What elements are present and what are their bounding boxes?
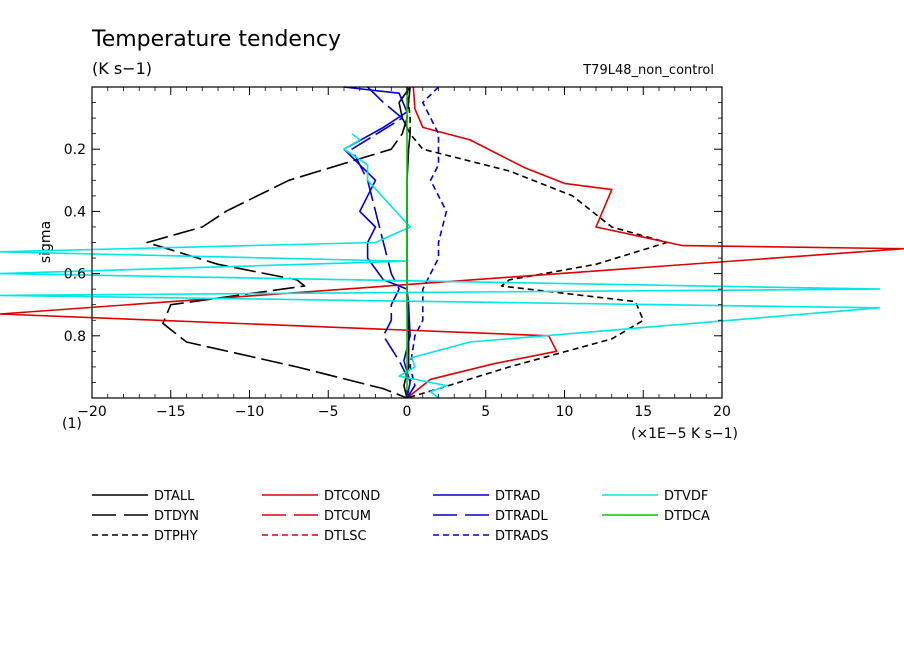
x-tick-label: −20 bbox=[77, 404, 107, 420]
series-line-dtphy bbox=[406, 86, 668, 399]
x-tick-label: 0 bbox=[403, 404, 412, 420]
x-tick-label: −15 bbox=[156, 404, 186, 420]
x-tick-label: 15 bbox=[634, 404, 652, 420]
series-line-dtrads bbox=[406, 86, 448, 399]
series-line-dtcond bbox=[0, 86, 904, 399]
legend-label-dtcum: DTCUM bbox=[324, 509, 371, 524]
x-tick-label: −10 bbox=[235, 404, 265, 420]
legend-label-dtradl: DTRADL bbox=[495, 509, 548, 524]
legend-label-dtphy: DTPHY bbox=[154, 529, 198, 544]
y-tick-label: 0.4 bbox=[64, 204, 86, 220]
y-tick-label: 0.8 bbox=[64, 329, 86, 345]
legend-label-dtrads: DTRADS bbox=[495, 529, 549, 544]
series-line-dtdyn bbox=[146, 86, 411, 399]
run-label: T79L48_non_control bbox=[582, 63, 714, 78]
legend-label-dtlsc: DTLSC bbox=[324, 529, 367, 544]
legend-label-dtall: DTALL bbox=[154, 489, 195, 504]
y-tick-label: 0.6 bbox=[64, 267, 86, 283]
legend-label-dtdyn: DTDYN bbox=[154, 509, 199, 524]
series-line-dtvdf bbox=[0, 133, 881, 399]
legend-label-dtcond: DTCOND bbox=[324, 489, 380, 504]
legend-label-dtdca: DTDCA bbox=[664, 509, 710, 524]
x-tick-label: 10 bbox=[556, 404, 574, 420]
y-axis-label: sigma bbox=[38, 221, 54, 263]
legend: DTALL DTDYN DTPHY DTCOND DTCUM DTLSC DTRAD DTRA… bbox=[92, 489, 710, 544]
legend-label-dtvdf: DTVDF bbox=[664, 489, 708, 504]
series-line-dtall bbox=[398, 86, 411, 399]
x-tick-label: 20 bbox=[713, 404, 731, 420]
legend-label-dtrad: DTRAD bbox=[495, 489, 540, 504]
x-tick-label: 5 bbox=[481, 404, 490, 420]
y-scale-label: (1) bbox=[62, 416, 82, 432]
axes: −20 −15 −10 −5 0 5 10 15 20 0.2 0.4 0.6 0.8 bbox=[64, 86, 731, 420]
chart-title: Temperature tendency bbox=[91, 27, 341, 52]
x-tick-label: −5 bbox=[318, 404, 339, 420]
series-layer bbox=[0, 86, 904, 399]
x-unit-label: (×1E−5 K s−1) bbox=[631, 426, 738, 442]
y-tick-label: 0.2 bbox=[64, 142, 86, 158]
chart-subtitle: (K s−1) bbox=[92, 59, 152, 78]
